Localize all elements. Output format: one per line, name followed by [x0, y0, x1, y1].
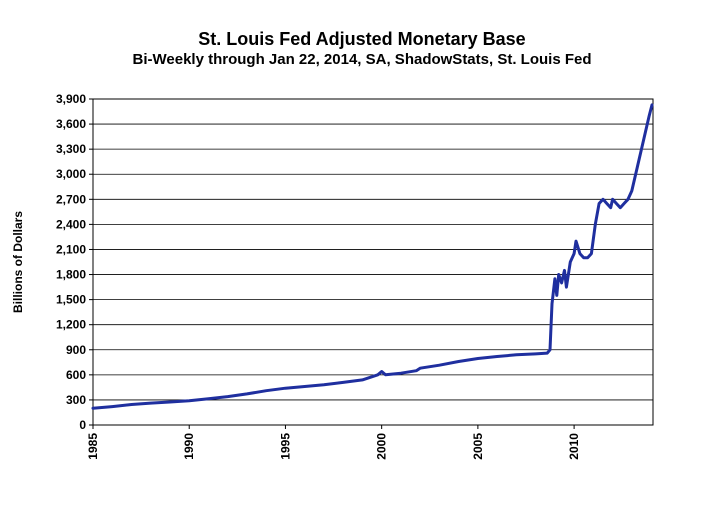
y-tick-label: 1,800: [56, 268, 86, 282]
y-axis-label: Billions of Dollars: [11, 211, 25, 313]
y-tick-label: 3,000: [56, 167, 86, 181]
y-axis-ticks: 0 300 600 900 1,200 1,500 1,800 2,100 2,400 2,700…: [56, 92, 93, 432]
x-tick-label: 2010: [567, 433, 581, 460]
y-tick-label: 1,500: [56, 293, 86, 307]
y-tick-label: 1,200: [56, 318, 86, 332]
y-tick-label: 900: [66, 343, 86, 357]
y-tick-label: 300: [66, 393, 86, 407]
series-line-monetary-base: [91, 103, 654, 410]
y-tick-label: 3,600: [56, 117, 86, 131]
x-axis-ticks: 1985 1990 1995 2000 2005 2010: [86, 425, 581, 460]
y-tick-label: 2,400: [56, 217, 86, 231]
plot-area: [92, 98, 654, 426]
x-tick-label: 1990: [182, 433, 196, 460]
x-tick-label: 1995: [278, 433, 292, 460]
chart-subtitle: Bi-Weekly through Jan 22, 2014, SA, Shad…: [133, 51, 592, 68]
y-tick-label: 2,100: [56, 242, 86, 256]
x-tick-label: 2005: [471, 433, 485, 460]
y-tick-label: 2,700: [56, 192, 86, 206]
y-tick-label: 0: [79, 418, 86, 432]
y-tick-label: 3,300: [56, 142, 86, 156]
x-tick-label: 1985: [86, 433, 100, 460]
chart-title: St. Louis Fed Adjusted Monetary Base: [198, 29, 525, 49]
y-tick-label: 600: [66, 368, 86, 382]
x-tick-label: 2000: [375, 433, 389, 460]
y-tick-label: 3,900: [56, 92, 86, 106]
